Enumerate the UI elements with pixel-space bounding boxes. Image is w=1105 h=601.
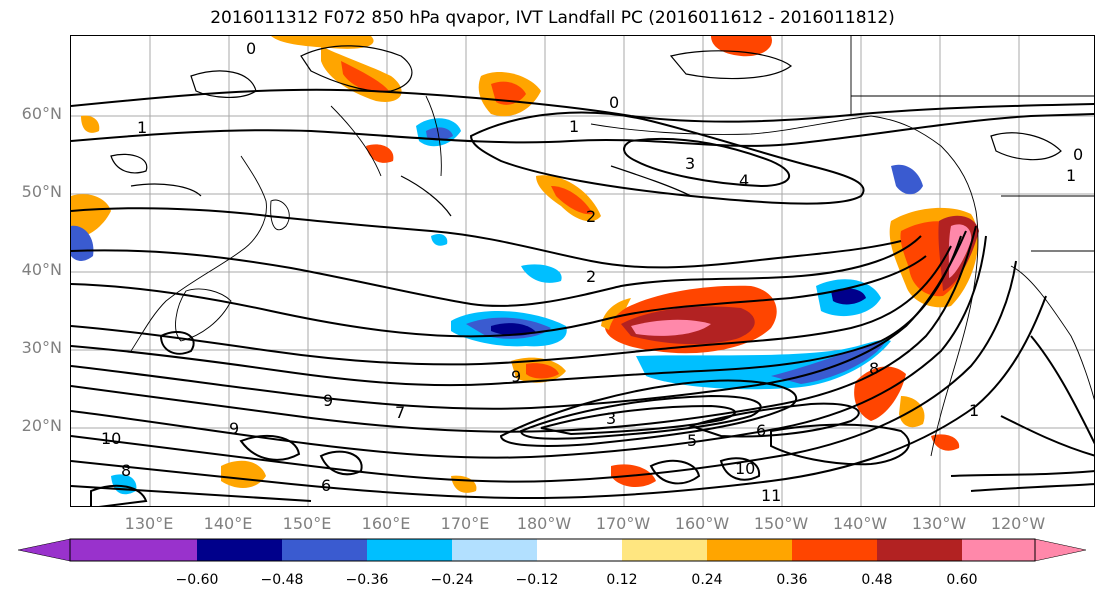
lat-label: 30°N [21,338,62,357]
colorbar-tick: −0.12 [515,572,559,588]
contour-label: 1 [969,401,979,420]
lon-label: 130°W [911,514,967,533]
contour-label: 0 [609,93,619,112]
contour-label: 10 [735,459,755,478]
contour-label: 3 [685,154,695,173]
contour-label: 6 [321,476,331,495]
contour-label: 9 [511,367,521,386]
colorbar-tick: −0.48 [260,572,304,588]
map-panel: 0 0 0 1 1 1 2 2 3 3 4 5 6 6 7 8 8 9 9 9 … [70,35,1095,507]
colorbar-tick: −0.60 [175,572,219,588]
coastlines [130,36,1094,457]
contour-label: 9 [229,419,239,438]
contour-label: 6 [756,421,766,440]
contour-label: 2 [586,207,596,226]
contour-labels: 0 0 0 1 1 1 2 2 3 3 4 5 6 6 7 8 8 9 9 9 … [101,39,1083,505]
contour-label: 0 [1073,145,1083,164]
colorbar-tick: −0.36 [345,572,389,588]
contour-label: 7 [395,403,405,422]
contour-label: 8 [121,461,131,480]
minor-contours [110,45,1062,217]
colorbar-cell [282,539,367,561]
contour-label: 5 [687,431,697,450]
lon-label: 170°E [440,514,490,533]
lon-label: 150°E [282,514,332,533]
lon-label: 160°E [361,514,411,533]
colorbar-tick: 0.60 [946,572,978,588]
lon-label: 180°W [516,514,572,533]
colorbar-tick: 0.12 [606,572,638,588]
contour-label: 0 [246,39,256,58]
contour-label: 8 [869,359,879,378]
contour-label: 1 [137,118,147,137]
colorbar-cell [70,539,197,561]
qvapor-shading [71,36,979,495]
map-title: 2016011312 F072 850 hPa qvapor, IVT Land… [210,8,895,28]
map-plot: 0 0 0 1 1 1 2 2 3 3 4 5 6 6 7 8 8 9 9 9 … [71,36,1094,506]
ivt-contours [71,88,1094,506]
contour-label: 11 [761,486,781,505]
contour-label: 2 [586,267,596,286]
lon-label: 140°W [832,514,888,533]
colorbar-tick: 0.48 [861,572,893,588]
lat-label: 50°N [21,182,62,201]
lat-label: 20°N [21,416,62,435]
lon-label: 120°W [990,514,1046,533]
contour-label: 1 [569,117,579,136]
lat-label: 60°N [21,104,62,123]
colorbar-cell [962,539,1035,561]
colorbar-cell [707,539,792,561]
lon-label: 150°W [753,514,809,533]
colorbar-cell [197,539,282,561]
colorbar-tick: −0.24 [430,572,474,588]
contour-label: 3 [606,409,616,428]
colorbar-cell [877,539,962,561]
lon-label: 170°W [595,514,651,533]
colorbar-cell [452,539,537,561]
colorbar-cell [792,539,877,561]
contour-label: 1 [1066,166,1076,185]
colorbar-cell [537,539,622,561]
colorbar-extend-high [1034,538,1087,562]
lon-label: 140°E [203,514,253,533]
lon-label: 130°E [124,514,174,533]
contour-label: 10 [101,429,121,448]
colorbar-extend-low [18,538,71,562]
colorbar [18,538,1087,562]
colorbar-tick: 0.24 [691,572,723,588]
colorbar-tick: 0.36 [776,572,808,588]
colorbar-cell [367,539,452,561]
contour-label: 4 [739,171,749,190]
contour-label: 9 [323,391,333,410]
lat-label: 40°N [21,260,62,279]
lon-label: 160°W [674,514,730,533]
colorbar-cell [622,539,707,561]
